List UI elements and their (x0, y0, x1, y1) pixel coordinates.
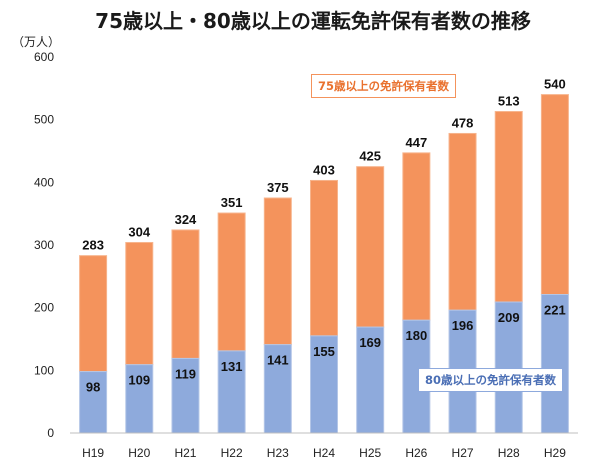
x-tick-label: H27 (452, 446, 474, 460)
y-tick-label: 0 (47, 426, 54, 440)
total-value-label: 513 (498, 94, 520, 109)
bar-75-plus-segment (263, 197, 292, 346)
value-80-plus-label: 119 (175, 366, 196, 381)
value-80-plus-label: 180 (406, 328, 428, 343)
bar-75-plus-segment (356, 166, 385, 328)
total-value-label: 425 (359, 149, 381, 164)
total-value-label: 540 (544, 77, 566, 92)
value-80-plus-label: 169 (359, 335, 381, 350)
y-tick-label: 300 (34, 238, 54, 252)
chart-title: 75歳以上・80歳以上の運転免許保有者数の推移 (95, 9, 531, 33)
total-value-label: 304 (128, 224, 150, 239)
value-80-plus-label: 196 (452, 318, 474, 333)
total-value-label: 375 (267, 180, 289, 195)
total-value-label: 478 (452, 115, 474, 130)
total-value-label: 351 (221, 195, 243, 210)
x-tick-label: H22 (221, 446, 243, 460)
bar-75-plus-segment (402, 152, 431, 321)
value-80-plus-label: 98 (86, 380, 100, 395)
bar-75-plus-segment (310, 179, 338, 337)
bar-80-plus-segment (356, 326, 385, 434)
legend-80-plus: 80歳以上の免許保有者数 (418, 368, 564, 392)
y-tick-label: 200 (34, 301, 54, 315)
x-tick-label: H24 (313, 446, 335, 460)
total-value-label: 283 (82, 238, 104, 253)
total-value-label: 403 (313, 162, 335, 177)
y-axis-ticks: 0 100 200 300 400 500 600 (34, 50, 54, 440)
x-tick-label: H29 (544, 446, 566, 460)
value-80-plus-label: 109 (128, 373, 150, 388)
bar-75-plus-segment (540, 94, 569, 296)
bar-75-plus-segment (448, 132, 477, 311)
x-tick-label: H23 (267, 446, 289, 460)
total-value-label: 447 (406, 135, 428, 150)
bar-80-plus-segment (494, 301, 523, 434)
bar-75-plus-segment (494, 111, 523, 303)
y-tick-label: 600 (34, 50, 54, 64)
value-80-plus-label: 155 (313, 344, 335, 359)
value-80-plus-label: 131 (221, 359, 243, 374)
x-tick-label: H21 (174, 446, 196, 460)
bar-80-plus-segment (540, 294, 569, 434)
y-tick-label: 100 (34, 363, 54, 377)
x-axis-ticks: H19 H20 H21 H22 H23 H24 H25 H26 H27 H28 H29 (82, 446, 566, 460)
value-80-plus-label: 221 (544, 303, 566, 318)
bar-80-plus-segment (310, 335, 338, 434)
bar-80-plus-segment (171, 357, 200, 434)
x-tick-label: H19 (82, 446, 104, 460)
bars: 283 98 304 109 324 119 351 131 375 141 403 155 425 16… (79, 77, 569, 434)
bar-75-plus-segment (171, 229, 200, 359)
x-tick-label: H26 (405, 446, 427, 460)
bar-75-plus-segment (217, 212, 246, 352)
legend-75-plus: 75歳以上の免許保有者数 (311, 74, 457, 98)
y-tick-label: 400 (34, 175, 54, 189)
bar-80-plus-segment (79, 371, 108, 434)
y-tick-label: 500 (34, 113, 54, 127)
x-tick-label: H25 (359, 446, 381, 460)
y-axis-unit-label: （万人） (12, 35, 60, 49)
value-80-plus-label: 141 (267, 353, 289, 368)
value-80-plus-label: 209 (498, 310, 520, 325)
total-value-label: 324 (175, 212, 197, 227)
bar-80-plus-segment (125, 364, 154, 434)
x-tick-label: H28 (498, 446, 520, 460)
bar-80-plus-segment (263, 344, 292, 434)
bar-75-plus-segment (125, 241, 154, 366)
x-tick-label: H20 (128, 446, 150, 460)
bar-75-plus-segment (79, 255, 108, 373)
